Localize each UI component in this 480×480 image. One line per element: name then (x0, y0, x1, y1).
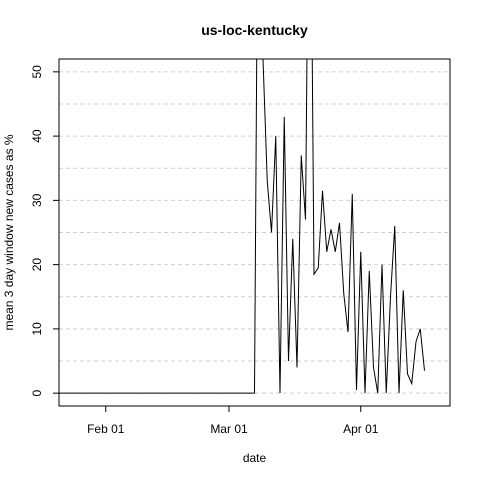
y-tick-label: 30 (30, 193, 44, 207)
x-tick-label: Apr 01 (343, 422, 379, 436)
y-tick-label: 10 (30, 322, 44, 336)
y-tick-label: 20 (30, 258, 44, 272)
y-axis-label: mean 3 day window new cases as % (2, 134, 16, 330)
y-tick-label: 50 (30, 65, 44, 79)
chart-title: us-loc-kentucky (201, 22, 308, 38)
x-axis-label: date (243, 451, 267, 465)
y-tick-label: 40 (30, 129, 44, 143)
x-tick-label: Feb 01 (87, 422, 125, 436)
y-tick-label: 0 (30, 389, 44, 396)
x-tick-label: Mar 01 (210, 422, 248, 436)
